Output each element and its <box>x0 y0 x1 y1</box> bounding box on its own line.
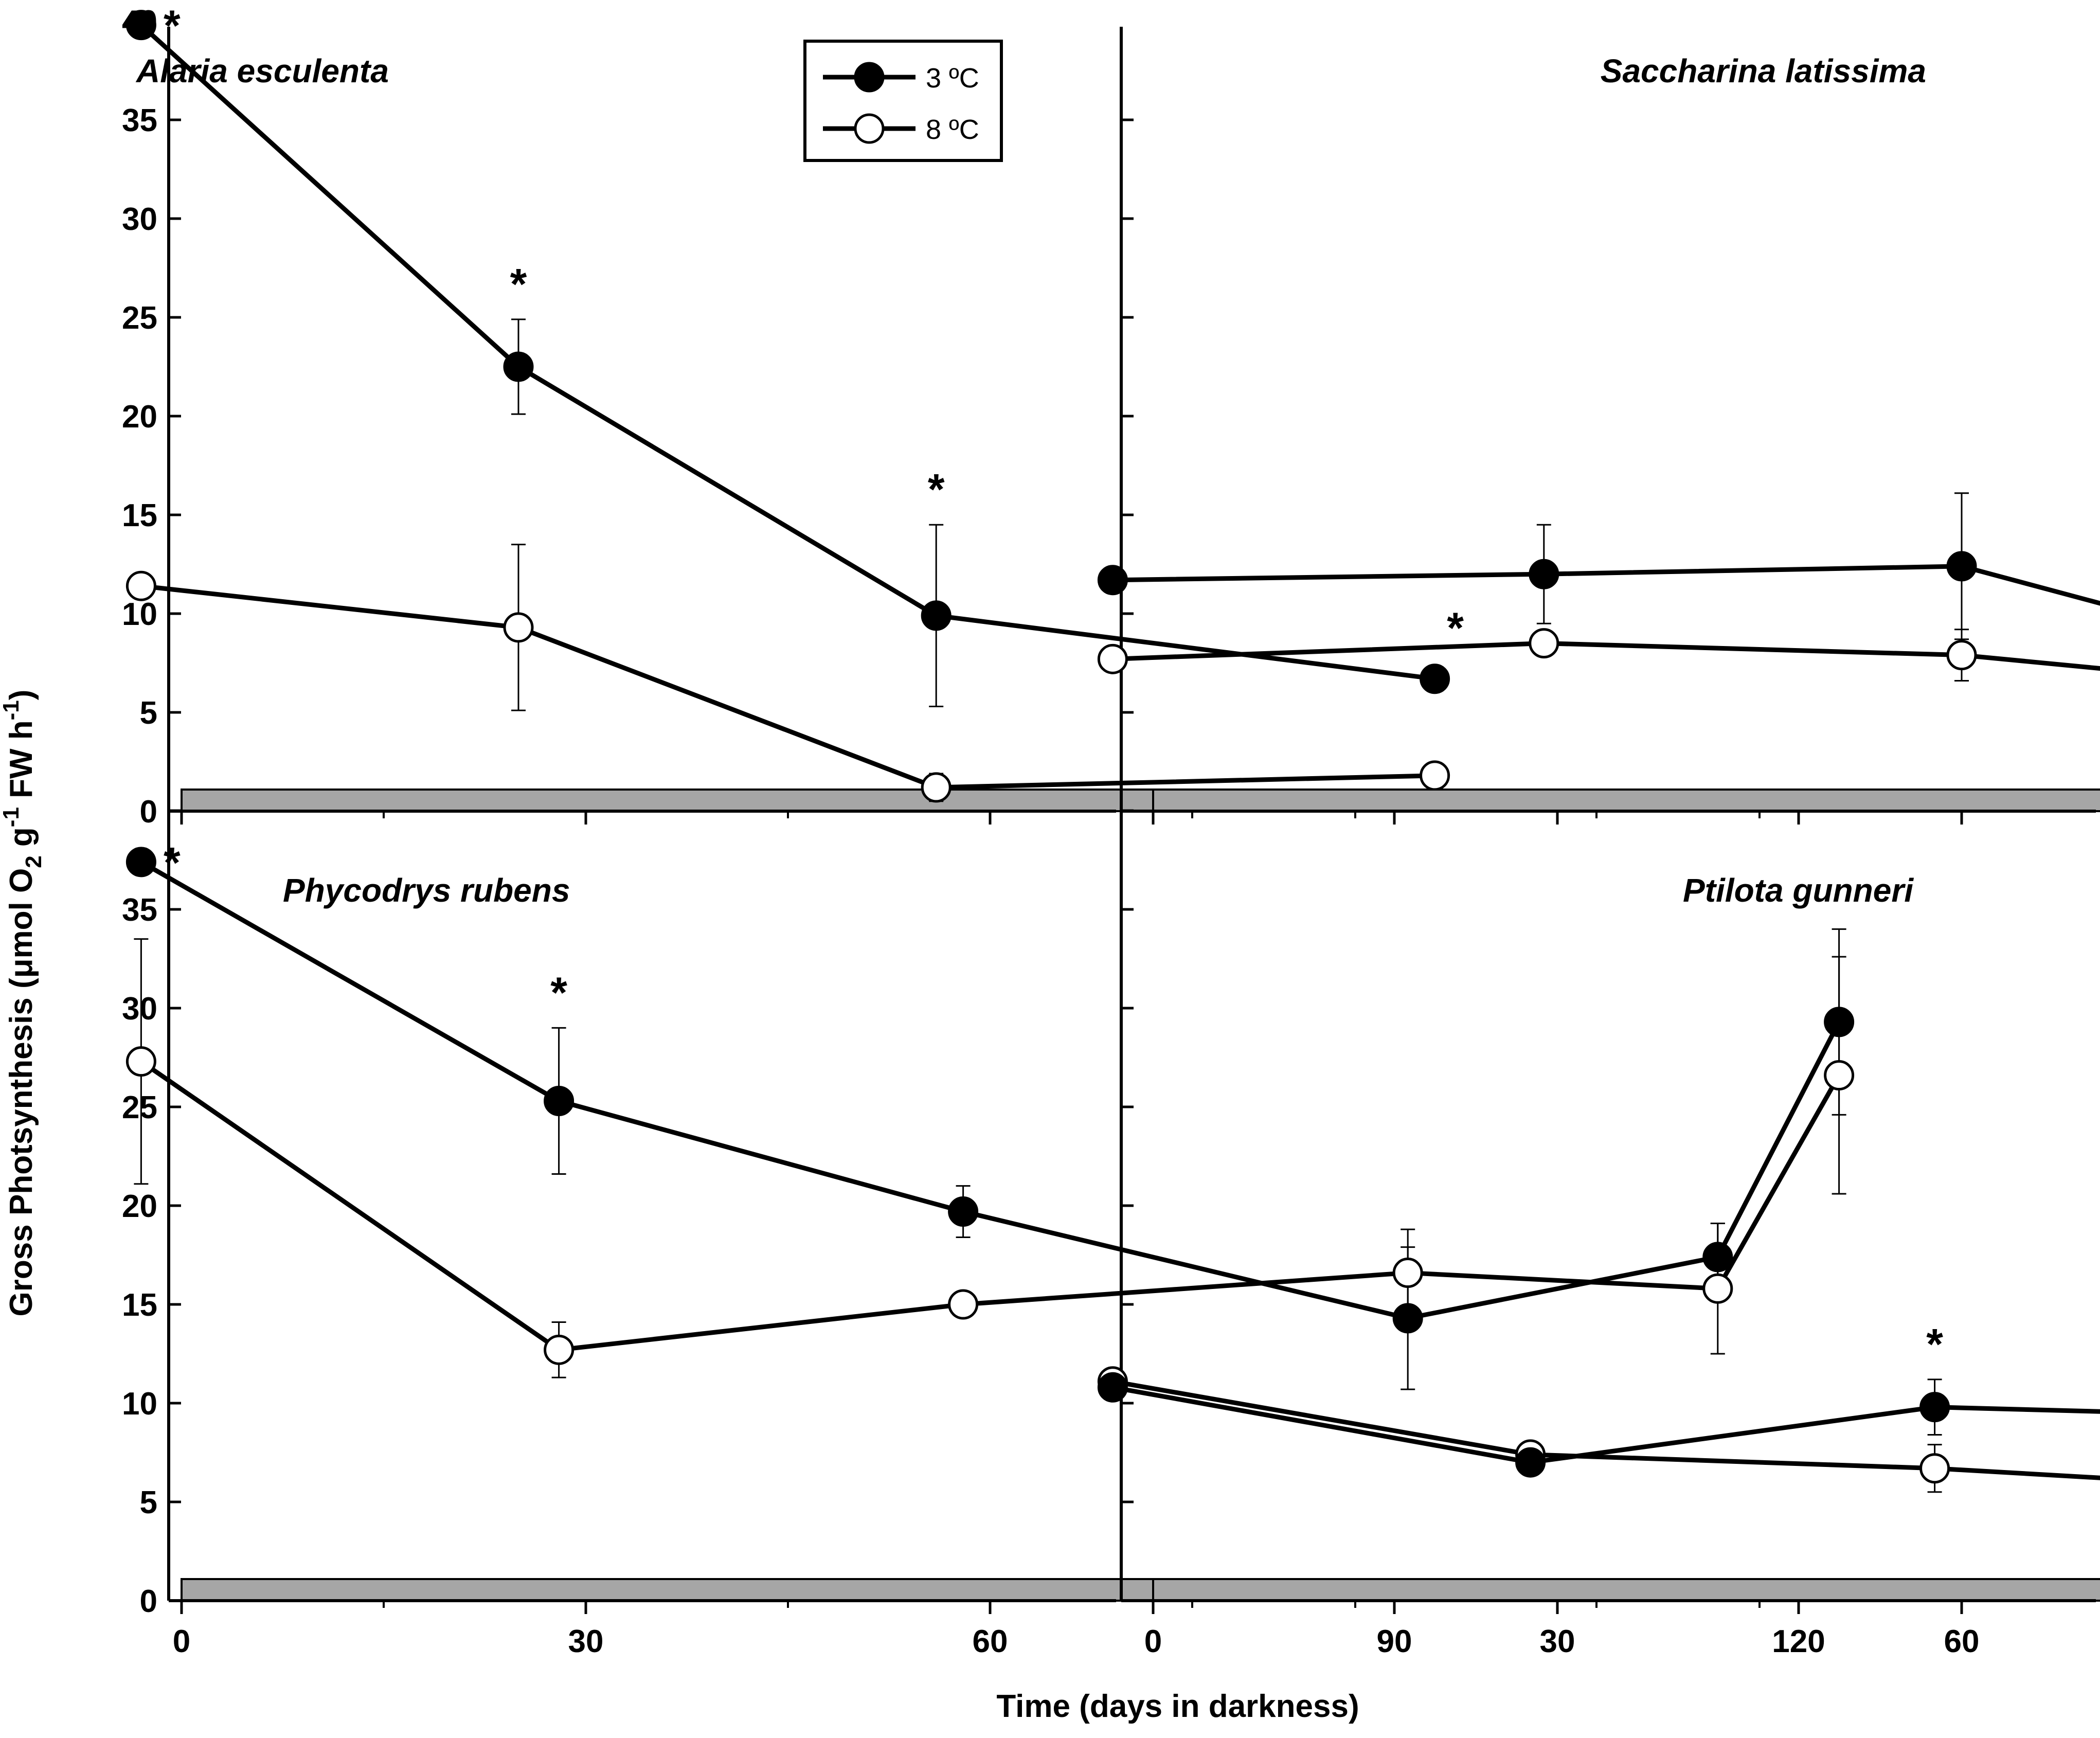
significance-marker: * <box>164 838 181 887</box>
y-axis-title-part-a: Gross Photsynthesis (μmol O <box>4 868 39 1317</box>
y-tick-label: 35 <box>122 103 157 138</box>
data-point-8c <box>1702 1273 1733 1304</box>
x-tick-label: 90 <box>1377 1624 1412 1659</box>
data-point-8c <box>125 570 156 601</box>
data-point-3c <box>1946 551 1977 582</box>
y-tick-label: 10 <box>122 597 157 632</box>
x-tick-label: 120 <box>1772 1624 1825 1659</box>
data-point-8c <box>921 772 952 803</box>
y-tick-label: 15 <box>122 498 157 533</box>
panel-1: Saccharina latissima** <box>1097 27 2100 825</box>
series-line-8c <box>1112 641 2100 671</box>
data-point-8c <box>1919 1453 1950 1484</box>
y-axis-title: Gross Photsynthesis (μmol O2 g-1 FW h-1) <box>0 690 46 1317</box>
data-point-8c <box>1392 1258 1423 1288</box>
data-point-3c <box>921 600 952 631</box>
data-point-8c <box>1946 640 1977 671</box>
significance-marker: * <box>164 2 181 50</box>
panel-title: Saccharina latissima <box>1601 52 1926 89</box>
data-point-3c <box>1392 1303 1423 1334</box>
significance-marker: * <box>510 260 527 308</box>
x-tick-label: 30 <box>1540 1624 1575 1659</box>
panel-3: 0306090120Ptilota gunneri*** <box>1097 809 2100 1659</box>
data-point-3c <box>1824 1007 1855 1037</box>
y-tick-label: 20 <box>122 1189 157 1224</box>
significance-marker: * <box>550 968 567 1016</box>
data-point-8c <box>1420 760 1450 791</box>
y-axis-title-sup1: -1 <box>0 807 24 827</box>
legend: 3 ºC 8 ºC <box>803 40 1003 162</box>
series-line-3c <box>1112 564 2100 606</box>
panel-2: 0 5 10 15 20 25 30 35 0 30 60 90 120 Phycodrys rubens… <box>122 809 1855 1659</box>
data-point-3c <box>1919 1392 1950 1423</box>
data-point-8c <box>544 1334 575 1365</box>
x-tick-label: 0 <box>173 1624 190 1659</box>
series-line-8c <box>140 583 1435 790</box>
data-point-8c <box>125 1046 156 1077</box>
y-tick-label: 0 <box>140 794 157 830</box>
significance-marker: * <box>928 465 945 513</box>
data-point-3c <box>125 10 156 41</box>
significance-marker: * <box>1926 1320 1943 1368</box>
y-tick-label: 30 <box>122 991 157 1027</box>
x-axis-title: Time (days in darkness) <box>996 1689 1359 1724</box>
data-point-3c <box>1515 1447 1546 1478</box>
darkness-bar <box>1152 789 2100 812</box>
series-line-3c <box>1112 1385 2100 1465</box>
data-point-3c <box>1702 1242 1733 1273</box>
data-point-3c <box>1097 565 1128 596</box>
data-point-3c <box>125 847 156 877</box>
panel-title: Ptilota gunneri <box>1683 872 1914 909</box>
series-line-8c <box>139 1059 1841 1352</box>
y-tick-label: 25 <box>122 300 157 336</box>
y-tick-label: 35 <box>122 892 157 928</box>
data-point-8c <box>503 612 534 643</box>
x-tick-label: 0 <box>1144 1624 1162 1659</box>
series-line-8c <box>1112 1379 2100 1480</box>
y-tick-label: 5 <box>140 1485 157 1520</box>
y-tick-label: 0 <box>140 1584 157 1619</box>
legend-label-3c: 3 ºC <box>926 63 979 94</box>
x-tick-label: 60 <box>973 1624 1008 1659</box>
data-point-3c <box>948 1196 979 1227</box>
data-point-8c <box>1824 1060 1855 1091</box>
series-line-3c <box>139 23 1435 682</box>
panels: 0510152025303540Alaria esculenta****Sacc… <box>122 2 2100 1659</box>
y-tick-label: 15 <box>122 1287 157 1323</box>
series-line-3c <box>140 859 1841 1321</box>
y-tick-label: 20 <box>122 399 157 435</box>
panel-title: Alaria esculenta <box>135 52 389 89</box>
data-point-3c <box>544 1085 575 1116</box>
data-point-3c <box>1420 664 1450 694</box>
data-point-3c <box>1529 559 1559 589</box>
legend-marker-open <box>854 113 885 144</box>
y-axis-title-part-d: ) <box>4 690 39 701</box>
y-axis-title-part-c: FW h <box>4 720 39 807</box>
y-axis-title-part-b: g <box>4 827 39 855</box>
panel-title: Phycodrys rubens <box>283 872 570 909</box>
legend-marker-filled <box>854 62 885 93</box>
y-tick-label: 25 <box>122 1090 157 1125</box>
y-axis-title-sub: 2 <box>21 855 46 868</box>
legend-box <box>803 40 1003 162</box>
darkness-bar <box>1152 1578 2100 1602</box>
data-point-3c <box>1097 1372 1128 1403</box>
y-tick-label: 30 <box>122 202 157 237</box>
y-axis-title-sup2: -1 <box>0 700 24 720</box>
data-point-8c <box>1529 628 1559 659</box>
data-point-3c <box>503 351 534 382</box>
x-tick-label: 60 <box>1944 1624 1980 1659</box>
y-tick-label: 5 <box>140 695 157 731</box>
data-point-8c <box>1097 643 1128 674</box>
x-tick-label: 30 <box>568 1624 604 1659</box>
data-point-8c <box>948 1289 979 1320</box>
y-tick-label: 10 <box>122 1386 157 1422</box>
legend-label-8c: 8 ºC <box>926 114 979 145</box>
